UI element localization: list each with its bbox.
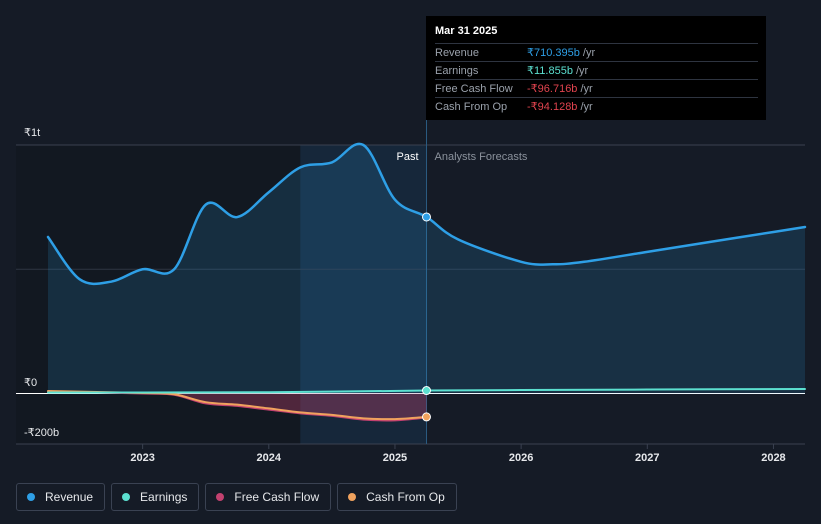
y-tick-label-zero: ₹0 — [24, 377, 37, 389]
tooltip-row-cash-from-op: Cash From Op -₹94.128b /yr — [435, 97, 758, 115]
tooltip-row-revenue: Revenue ₹710.395b /yr — [435, 43, 758, 61]
tooltip-unit: /yr — [582, 46, 596, 59]
tooltip-panel: Mar 31 2025 Revenue ₹710.395b /yr Earnin… — [426, 16, 766, 120]
past-region-label: Past — [396, 151, 418, 163]
cash-from-op-marker — [422, 412, 431, 422]
legend-dot-icon — [216, 493, 225, 501]
x-tick-label: 2024 — [257, 452, 282, 464]
tooltip-unit: /yr — [580, 82, 593, 95]
tooltip-value: ₹710.395b — [527, 47, 580, 59]
x-tick-label: 2028 — [761, 452, 785, 464]
legend-dot-icon — [27, 493, 35, 501]
legend-label: Earnings — [140, 490, 188, 504]
tooltip-unit: /yr — [580, 100, 593, 113]
revenue-line — [46, 142, 807, 286]
tooltip-unit: /yr — [575, 64, 589, 77]
x-tick-label: 2026 — [509, 452, 533, 464]
legend-label: Cash From Op — [366, 490, 445, 504]
legend-label: Revenue — [45, 490, 94, 504]
tooltip-value: ₹11.855b — [527, 65, 573, 77]
tooltip-date: Mar 31 2025 — [435, 25, 498, 37]
tooltip-label: Cash From Op — [435, 100, 508, 113]
tooltip-value: -₹96.716b — [527, 83, 578, 95]
x-tick-label: 2027 — [635, 452, 659, 464]
legend-label: Free Cash Flow — [234, 490, 320, 504]
chart-canvas: ₹1t ₹0 -₹200b Past Analysts Forecasts 20… — [16, 18, 807, 464]
highlight-region-background — [300, 145, 427, 444]
legend-item-cash-from-op[interactable]: Cash From Op — [337, 483, 457, 511]
revenue-area — [48, 143, 805, 394]
tooltip-label: Free Cash Flow — [435, 82, 513, 95]
legend-item-free-cash-flow[interactable]: Free Cash Flow — [205, 483, 332, 511]
legend-dot-icon — [348, 493, 357, 501]
y-tick-label-top: ₹1t — [24, 127, 40, 139]
revenue-marker — [422, 212, 431, 222]
tooltip-label: Earnings — [435, 64, 479, 77]
legend-item-earnings[interactable]: Earnings — [111, 483, 200, 511]
legend-item-revenue[interactable]: Revenue — [16, 483, 106, 511]
tooltip-label: Revenue — [435, 46, 480, 59]
forecast-region-label: Analysts Forecasts — [435, 151, 528, 163]
y-tick-label-negative: -₹200b — [24, 427, 59, 439]
x-tick-label: 2023 — [130, 452, 154, 464]
tooltip-value: -₹94.128b — [527, 101, 578, 113]
legend-dot-icon — [122, 493, 131, 501]
earnings-marker — [422, 386, 431, 396]
free-cash-flow-area — [48, 391, 427, 421]
legend: Revenue Earnings Free Cash Flow Cash Fro… — [16, 483, 457, 511]
x-tick-label: 2025 — [383, 452, 407, 464]
tooltip-row-earnings: Earnings ₹11.855b /yr — [435, 61, 758, 79]
tooltip-row-free-cash-flow: Free Cash Flow -₹96.716b /yr — [435, 79, 758, 97]
